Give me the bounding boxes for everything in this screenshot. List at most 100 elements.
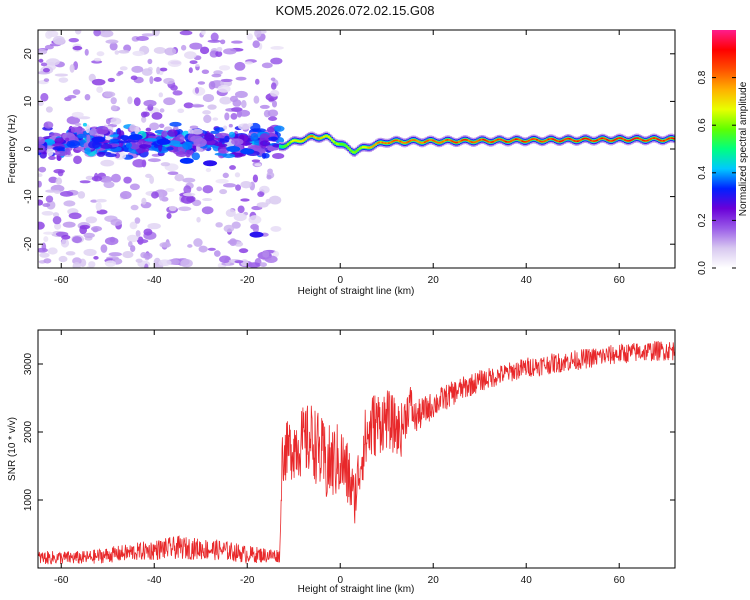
spectrogram-cell (233, 212, 247, 222)
spectrogram-cell (594, 140, 597, 142)
spectrogram-cell (179, 30, 193, 36)
spectrogram-cell (480, 138, 483, 141)
spectrogram-cell (273, 125, 285, 132)
spectrogram-cell (449, 139, 452, 142)
spectrogram-cell (105, 39, 119, 44)
spectrogram-cell (257, 191, 265, 198)
spectrogram-cell (532, 138, 535, 140)
spectrogram-cell (477, 139, 480, 142)
spectrogram-cell (67, 94, 77, 99)
spectrogram-ytick-label: -20 (23, 237, 34, 252)
spectrogram-cell (149, 122, 160, 131)
spectrogram-cell (230, 112, 238, 120)
spectrogram-cell (583, 137, 586, 140)
spectrogram-cell (524, 141, 527, 143)
spectrogram-cell (72, 89, 81, 95)
snr-xtick-label: 60 (614, 575, 626, 586)
spectrogram-cell (373, 144, 376, 147)
spectrogram-cell (282, 145, 285, 148)
spectrogram-xtick-label: -60 (54, 275, 69, 286)
spectrogram-cell (240, 198, 250, 202)
spectrogram-cell (392, 139, 395, 142)
spectrogram-cell (308, 135, 311, 138)
spectrogram-cell (96, 151, 106, 157)
spectrogram-cell (368, 146, 371, 149)
spectrogram-cell (314, 136, 317, 139)
spectrogram-cell (500, 138, 503, 141)
spectrogram-cell (38, 58, 44, 63)
spectrogram-cell (443, 140, 446, 142)
spectrogram-cell (54, 137, 65, 144)
spectrogram-cell (182, 177, 196, 183)
spectrogram-cell (237, 205, 245, 214)
spectrogram-cell (201, 206, 214, 215)
spectrogram-cell (234, 90, 248, 99)
spectrogram-cell (252, 174, 259, 183)
spectrogram-cell (196, 216, 201, 223)
spectrogram-ytick-label: 20 (23, 48, 34, 60)
spectrogram-cell (615, 137, 618, 140)
spectrogram-cell (527, 139, 530, 142)
spectrogram-cell (431, 139, 434, 142)
spectrogram-cell (131, 65, 144, 73)
spectrogram-cell (177, 108, 185, 114)
spectrogram-cell (430, 139, 433, 141)
spectrogram-cell (597, 138, 600, 141)
spectrogram-cell (327, 136, 330, 138)
spectrogram-cell (195, 63, 200, 67)
spectrogram-cell (202, 185, 214, 194)
spectrogram-cell (322, 135, 325, 138)
spectrogram-cell (100, 143, 113, 149)
spectrogram-ytick-label: -10 (23, 189, 34, 204)
spectrogram-cell (70, 126, 76, 133)
spectrogram-cell (215, 222, 223, 228)
spectrogram-cell (69, 64, 75, 73)
colorbar-tick-label: 0.6 (697, 118, 708, 132)
spectrogram-cell (95, 201, 102, 211)
spectrogram-cell (149, 76, 154, 85)
spectrogram-cell (91, 78, 106, 86)
spectrogram-cell (111, 173, 121, 183)
spectrogram-cell (270, 136, 278, 142)
snr-xtick-label: -60 (54, 575, 69, 586)
spectrogram-cell (158, 259, 172, 267)
spectrogram-cell (384, 142, 387, 145)
spectrogram-cell (205, 167, 212, 173)
spectrogram-cell (462, 138, 465, 141)
spectrogram-cell (235, 184, 242, 191)
spectrogram-cell (207, 39, 221, 43)
spectrogram-cell (174, 173, 185, 182)
spectrogram-cell (619, 137, 622, 139)
spectrogram-cell (93, 256, 99, 260)
spectrogram-cell (110, 97, 117, 105)
spectrogram-cell (444, 139, 447, 141)
spectrogram-cell (202, 93, 215, 103)
spectrogram-cell (653, 137, 656, 139)
spectrogram-cell (306, 136, 309, 139)
spectrogram-cell (72, 45, 83, 51)
spectrogram-cell (166, 212, 172, 219)
spectrogram-cell (182, 141, 193, 150)
spectrogram-cell (95, 198, 107, 203)
spectrogram-cell (167, 59, 182, 68)
spectrogram-cell (133, 97, 141, 107)
spectrogram-cell (72, 236, 83, 244)
spectrogram-cell (219, 96, 232, 105)
spectrogram-cell (60, 238, 70, 248)
spectrogram-cell (252, 225, 259, 233)
spectrogram-cell (409, 140, 412, 142)
spectrogram-cell (219, 189, 228, 195)
spectrogram-cell (337, 143, 340, 145)
snr-xtick-label: 20 (428, 575, 440, 586)
spectrogram-cell (38, 136, 46, 145)
spectrogram-cell (511, 139, 514, 142)
spectrogram-ytick-label: 0 (23, 146, 34, 152)
spectrogram-cell (153, 46, 167, 54)
spectrogram-cell (568, 137, 571, 140)
spectrogram-cell (558, 140, 561, 143)
spectrogram-cell (471, 141, 474, 143)
spectrogram-cell (201, 30, 206, 36)
colorbar-label: Normalized spectral amplitude (738, 81, 749, 216)
spectrogram-cell (254, 163, 262, 167)
spectrogram-cell (262, 250, 270, 258)
